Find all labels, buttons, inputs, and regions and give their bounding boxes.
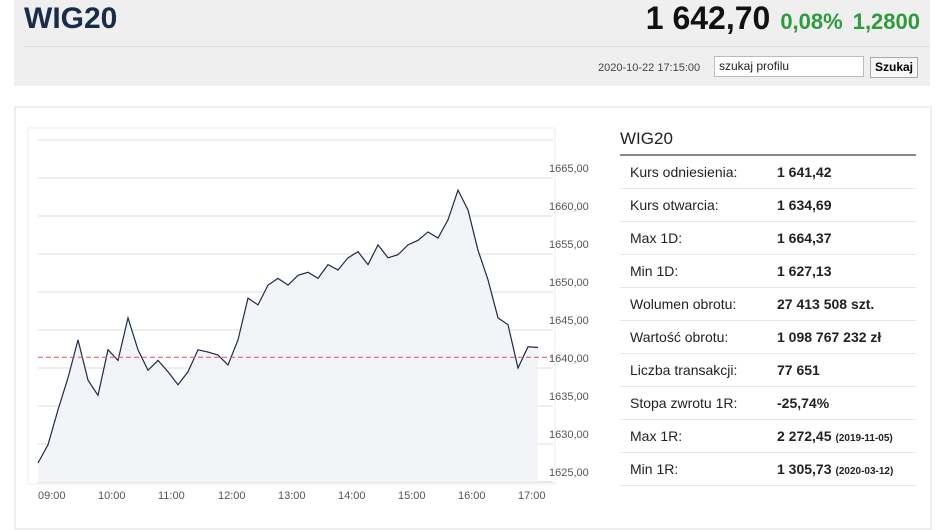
x-tick-label: 14:00 (338, 490, 366, 502)
search-input[interactable]: szukaj profilu (714, 56, 864, 77)
timestamp: 2020-10-22 17:15:00 (598, 62, 701, 74)
row-label: Liczba transakcji: (630, 362, 738, 378)
row-value-cell: 1 641,42 (777, 164, 832, 180)
row-label: Min 1D: (630, 263, 679, 279)
table-row: Wolumen obrotu: 27 413 508 szt. (620, 288, 916, 321)
y-tick-label: 1655,00 (549, 239, 589, 251)
row-value-cell: 1 305,73 (2020-03-12) (777, 461, 893, 477)
row-value: -25,74% (777, 395, 830, 411)
row-label: Max 1R: (630, 428, 683, 444)
row-label: Min 1R: (630, 461, 679, 477)
y-tick-label: 1665,00 (549, 163, 589, 175)
row-value: 1 098 767 232 zł (777, 329, 882, 345)
row-value: 77 651 (777, 362, 820, 378)
y-tick-label: 1640,00 (549, 353, 589, 365)
row-label: Wolumen obrotu: (630, 296, 737, 312)
row-value-cell: 77 651 (777, 362, 820, 378)
x-tick-label: 15:00 (398, 490, 426, 502)
table-title: WIG20 (620, 124, 916, 156)
row-value: 1 305,73 (777, 461, 832, 477)
table-row: Max 1D: 1 664,37 (620, 222, 916, 255)
row-value-cell: 2 272,45 (2019-11-05) (777, 428, 893, 444)
price-box: 1 642,70 0,08% 1,2800 (646, 0, 920, 37)
price-line (37, 188, 539, 464)
table-row: Min 1D: 1 627,13 (620, 255, 916, 288)
y-tick-label: 1630,00 (549, 429, 589, 441)
row-label: Stopa zwrotu 1R: (630, 395, 738, 411)
table-row: Kurs odniesienia: 1 641,42 (620, 156, 916, 189)
y-tick-label: 1660,00 (549, 201, 589, 213)
change-pct: 0,08% (780, 9, 843, 34)
y-tick-label: 1635,00 (549, 391, 589, 403)
stats-table: WIG20 Kurs odniesienia: 1 641,42 Kurs otwa… (620, 124, 916, 486)
area (38, 190, 538, 482)
y-tick-label: 1645,00 (549, 315, 589, 327)
y-tick-label: 1650,00 (549, 277, 589, 289)
row-value-cell: 1 627,13 (777, 263, 832, 279)
table-row: Liczba transakcji: 77 651 (620, 354, 916, 387)
change: 1,2800 (852, 9, 920, 34)
x-tick-label: 10:00 (98, 490, 126, 502)
chart: 1625,00 1630,00 1635,00 1640,00 1645,00 1650,… (27, 127, 589, 502)
row-value: 27 413 508 szt. (777, 296, 875, 312)
row-value-cell: 1 634,69 (777, 197, 832, 213)
x-tick-label: 09:00 (38, 490, 66, 502)
x-tick-label: 12:00 (218, 490, 246, 502)
row-label: Kurs odniesienia: (630, 164, 738, 180)
price: 1 642,70 (645, 0, 771, 36)
search-button[interactable]: Szukaj (870, 57, 918, 78)
row-value: 1 634,69 (777, 197, 832, 213)
row-value-cell: 1 098 767 232 zł (777, 329, 881, 345)
row-value: 2 272,45 (777, 428, 832, 444)
row-value: 1 641,42 (777, 164, 832, 180)
table-row: Wartość obrotu: 1 098 767 232 zł (620, 321, 916, 354)
row-label: Max 1D: (630, 230, 683, 246)
table-row: Max 1R: 2 272,45 (2019-11-05) (620, 420, 916, 453)
row-label: Wartość obrotu: (630, 329, 729, 345)
index-title: WIG20 (24, 2, 118, 35)
x-tick-label: 16:00 (458, 490, 486, 502)
row-value-cell: 27 413 508 szt. (777, 296, 874, 312)
table-row: Stopa zwrotu 1R: -25,74% (620, 387, 916, 420)
row-date: (2020-03-12) (835, 466, 894, 477)
y-tick-label: 1625,00 (549, 467, 589, 479)
x-tick-label: 13:00 (278, 490, 306, 502)
row-value: 1 664,37 (777, 230, 832, 246)
row-value: 1 627,13 (777, 263, 832, 279)
page: WIG20 1 642,70 0,08% 1,2800 2020-10-22 17:… (14, 0, 932, 530)
table-row: Min 1R: 1 305,73 (2020-03-12) (620, 453, 916, 486)
separator (24, 46, 930, 47)
table-row: Kurs otwarcia: 1 634,69 (620, 189, 916, 222)
x-tick-label: 17:00 (518, 490, 546, 502)
x-tick-label: 11:00 (158, 490, 185, 502)
row-value-cell: -25,74% (777, 395, 829, 411)
row-date: (2019-11-05) (835, 433, 893, 444)
row-value-cell: 1 664,37 (777, 230, 832, 246)
header: WIG20 1 642,70 0,08% 1,2800 2020-10-22 17:… (14, 0, 930, 86)
row-label: Kurs otwarcia: (630, 197, 719, 213)
